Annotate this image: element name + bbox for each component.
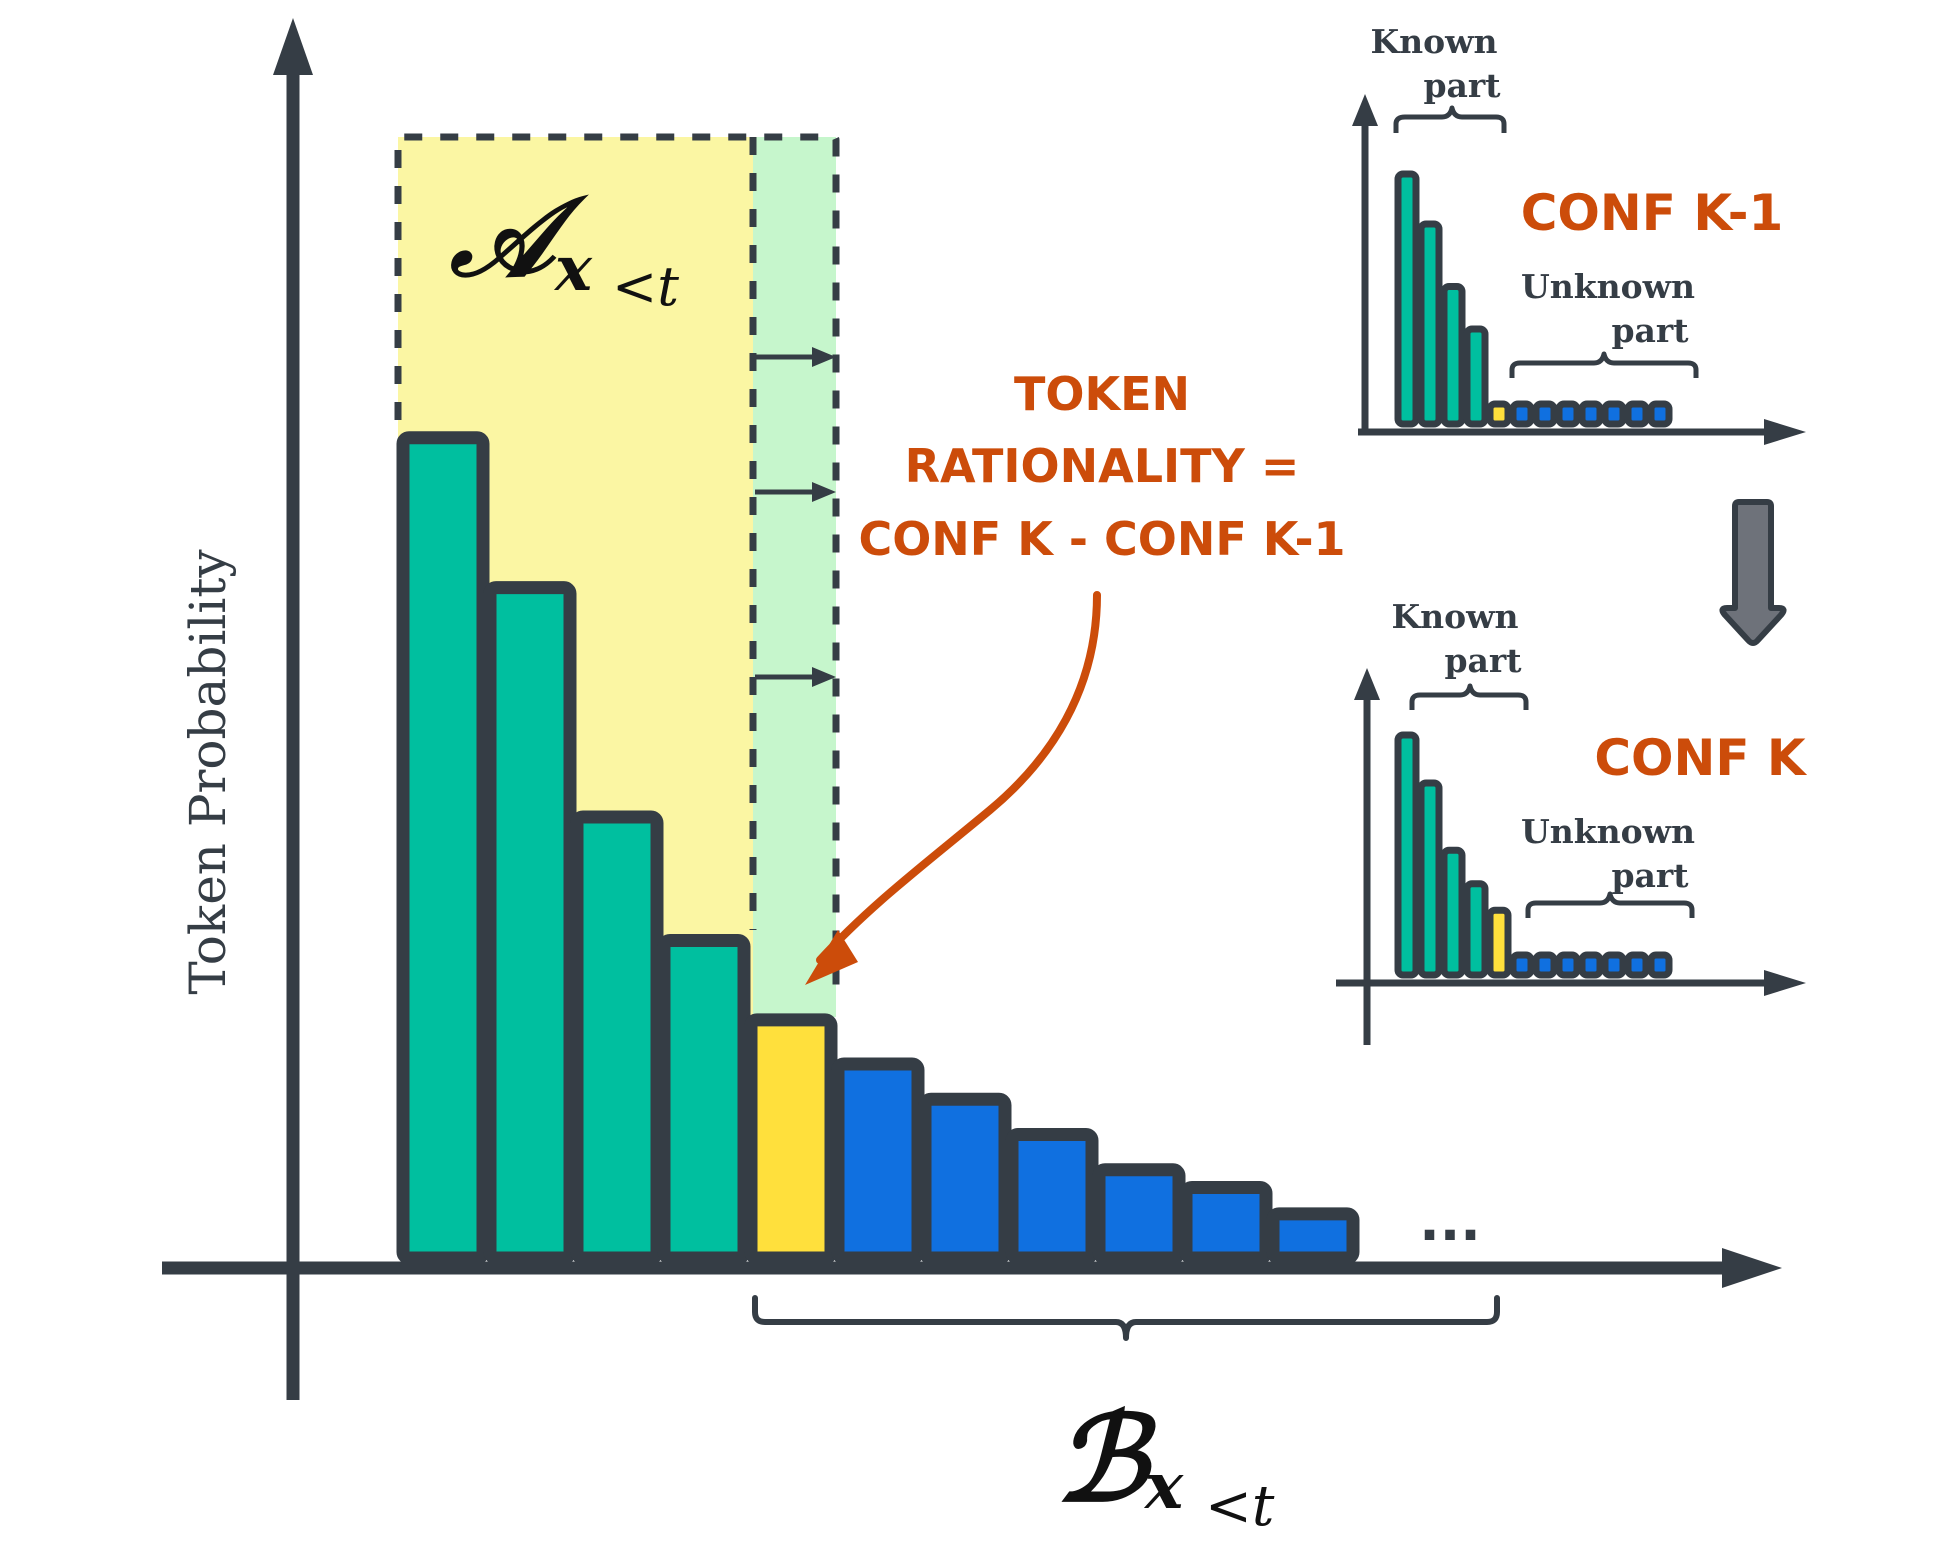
shift-arrows [755, 347, 836, 687]
panel-conf-k-minus-1: Known part CONF K-1 Unknown part [1352, 22, 1806, 445]
pivot-token-bar [1486, 906, 1512, 979]
unknown-token-bar [1509, 951, 1535, 979]
panel-top-unknown-label-line-1: Unknown [1521, 267, 1695, 306]
unknown-token-bar [1092, 1163, 1186, 1265]
shift-arrowhead [812, 667, 836, 687]
pivot-token-bar [744, 1013, 838, 1265]
panel-bottom-x-arrowhead [1764, 970, 1806, 996]
region-b-subscript-var: x [1143, 1449, 1184, 1524]
main-bars [396, 431, 1360, 1265]
unknown-token-bar [1578, 400, 1604, 428]
unknown-token-bar [1179, 1180, 1273, 1265]
known-token-bar [1440, 283, 1466, 428]
unknown-token-bar [1532, 400, 1558, 428]
unknown-token-bar [1532, 951, 1558, 979]
region-shift-fill [753, 137, 836, 1017]
panel-top-unknown-label-line-2: part [1611, 311, 1689, 350]
y-axis-label: Token Probability [179, 549, 237, 995]
unknown-token-bar [1555, 400, 1581, 428]
panel-bottom-known-brace [1409, 683, 1529, 710]
known-token-bar [1417, 220, 1443, 428]
known-token-bar [396, 431, 490, 1265]
panel-top-title: CONF K-1 [1521, 184, 1784, 242]
transition-down-arrow [1719, 499, 1787, 646]
unknown-token-bar [1555, 951, 1581, 979]
known-token-bar [483, 581, 577, 1265]
region-a-dashed-border [394, 133, 840, 1000]
panel-bottom-y-arrowhead [1354, 668, 1380, 700]
unknown-token-bar [1266, 1207, 1360, 1265]
region-a-subscript-rel: <t [612, 255, 679, 318]
unknown-token-bar [1509, 400, 1535, 428]
main-chart: Token Probability ... 𝒜 x <t ℬ x <t [162, 18, 1782, 1539]
region-a-subscript-var: x [553, 232, 593, 305]
unknown-token-bar [1647, 400, 1673, 428]
panel-bottom-bars [1394, 731, 1673, 979]
unknown-token-bar [1647, 951, 1673, 979]
unknown-token-bar [1624, 951, 1650, 979]
region-b-subscript-rel: <t [1205, 1474, 1275, 1539]
region-b-symbol: ℬ [1055, 1389, 1157, 1528]
unknown-token-bar [1624, 400, 1650, 428]
main-x-axis-arrowhead [1722, 1248, 1782, 1288]
panel-bottom-title: CONF K [1594, 729, 1808, 787]
region-b-label: ℬ x <t [1055, 1389, 1275, 1539]
unknown-token-bar [1601, 400, 1627, 428]
unknown-token-bar [1005, 1128, 1099, 1265]
known-token-bar [657, 933, 751, 1265]
region-a-label: 𝒜 x <t [449, 172, 679, 318]
unknown-token-bar [831, 1057, 925, 1265]
rationality-annotation: TOKEN RATIONALITY = CONF K - CONF K-1 [805, 367, 1346, 985]
panel-top-known-label-line-1: Known [1370, 22, 1497, 61]
panel-bottom-unknown-brace [1525, 891, 1695, 918]
panel-bottom-unknown-label-line-1: Unknown [1521, 812, 1695, 851]
main-y-axis-arrowhead [273, 18, 313, 75]
panel-top-unknown-brace [1509, 351, 1699, 378]
panel-bottom-known-label-line-2: part [1444, 641, 1522, 680]
shift-arrowhead [812, 482, 836, 502]
annotation-arrow [816, 591, 1101, 964]
panel-bottom-known-label-line-1: Known [1391, 597, 1518, 636]
panel-top-known-label-line-2: part [1423, 66, 1501, 105]
annotation-line-3: CONF K - CONF K-1 [858, 512, 1345, 566]
unknown-token-bar [1578, 951, 1604, 979]
pivot-token-bar [1486, 400, 1512, 428]
known-token-bar [1463, 325, 1489, 428]
annotation-line-2: RATIONALITY = [905, 439, 1300, 493]
shift-arrowhead [812, 347, 836, 367]
known-token-bar [570, 810, 664, 1265]
panel-bottom-unknown-label-line-2: part [1611, 856, 1689, 895]
known-token-bar [1394, 170, 1420, 428]
panel-top-bars [1394, 170, 1673, 428]
unknown-token-bar [918, 1092, 1012, 1265]
unknown-token-bar [1601, 951, 1627, 979]
panel-conf-k: Known part CONF K Unknown part [1336, 597, 1808, 1045]
panel-top-x-arrowhead [1764, 419, 1806, 445]
ellipsis: ... [1419, 1190, 1481, 1253]
known-token-bar [1463, 880, 1489, 979]
panel-top-known-brace [1393, 105, 1507, 133]
annotation-arrowhead [805, 930, 858, 985]
known-token-bar [1440, 846, 1466, 979]
panel-top-y-arrowhead [1352, 94, 1378, 126]
region-b-brace [752, 1295, 1500, 1341]
known-token-bar [1417, 779, 1443, 979]
annotation-line-1: TOKEN [1014, 367, 1190, 421]
known-token-bar [1394, 731, 1420, 979]
